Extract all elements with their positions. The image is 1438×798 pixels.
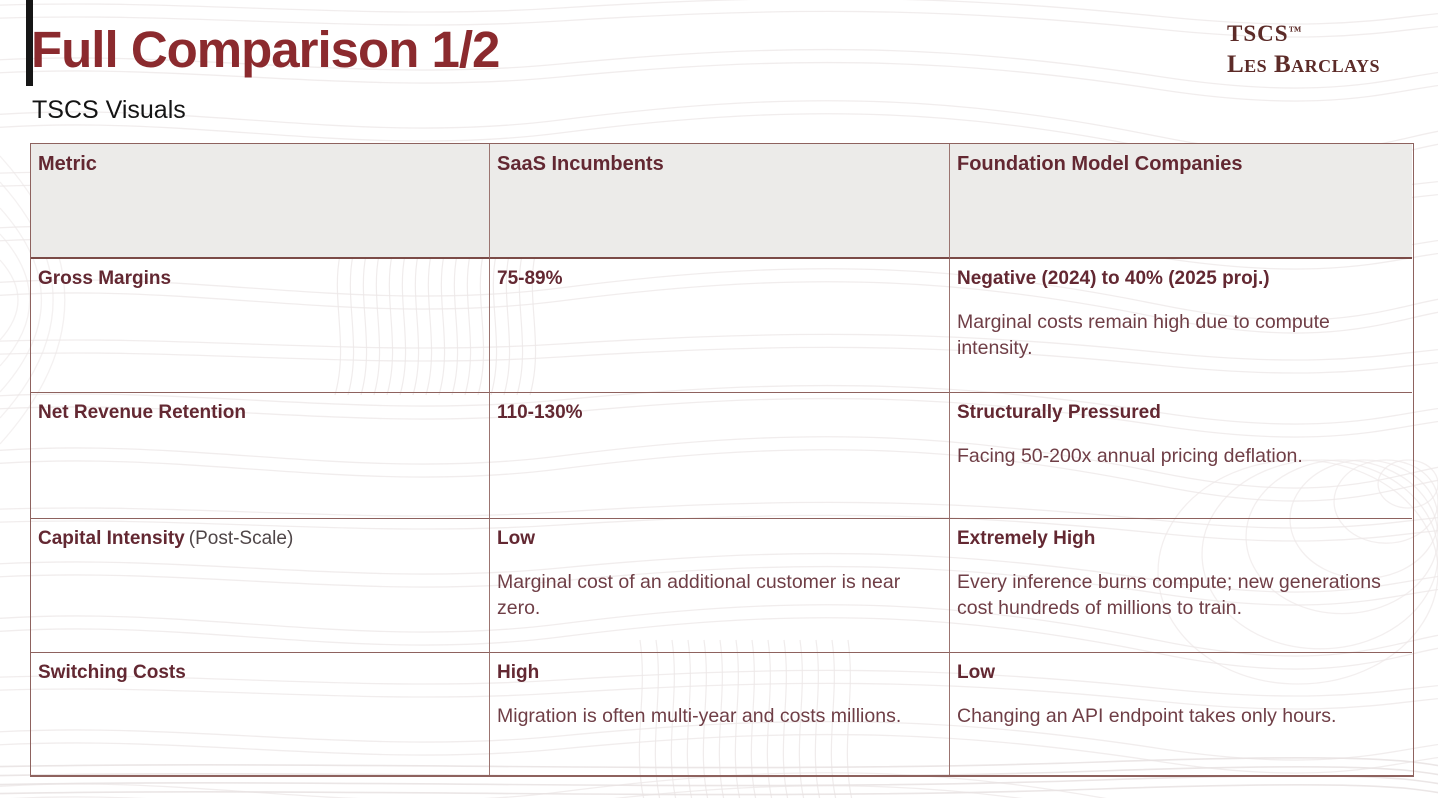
cell-detail: Marginal costs remain high due to comput… xyxy=(957,311,1330,359)
saas-cell: Low Marginal cost of an additional custo… xyxy=(490,519,950,653)
foundation-model-cell: Negative (2024) to 40% (2025 proj.) Marg… xyxy=(950,259,1412,393)
column-header-foundation-model-companies: Foundation Model Companies xyxy=(950,144,1412,259)
column-header-metric: Metric xyxy=(31,144,490,259)
cell-headline: Low xyxy=(497,528,535,549)
logo-brand-line: TSCS™ xyxy=(1227,20,1380,49)
page-subtitle: TSCS Visuals xyxy=(32,96,186,124)
metric-cell: Gross Margins xyxy=(31,259,490,393)
cell-headline: Negative (2024) to 40% (2025 proj.) xyxy=(957,268,1270,289)
logo-brand-text: TSCS xyxy=(1227,21,1289,46)
cell-detail: Facing 50-200x annual pricing deflation. xyxy=(957,445,1303,467)
saas-cell: 110-130% xyxy=(490,393,950,519)
cell-detail: Changing an API endpoint takes only hour… xyxy=(957,705,1337,727)
saas-cell: High Migration is often multi-year and c… xyxy=(490,653,950,775)
metric-label: Net Revenue Retention xyxy=(38,402,246,423)
cell-detail: Migration is often multi-year and costs … xyxy=(497,705,902,727)
cell-headline: 75-89% xyxy=(497,268,563,289)
foundation-model-cell: Low Changing an API endpoint takes only … xyxy=(950,653,1412,775)
saas-cell: 75-89% xyxy=(490,259,950,393)
foundation-model-cell: Extremely High Every inference burns com… xyxy=(950,519,1412,653)
metric-label: Switching Costs xyxy=(38,662,186,683)
foundation-model-cell: Structurally Pressured Facing 50-200x an… xyxy=(950,393,1412,519)
cell-headline: Extremely High xyxy=(957,528,1096,549)
decorative-accent-bar xyxy=(26,0,33,86)
cell-headline: Structurally Pressured xyxy=(957,402,1161,423)
company-logo: TSCS™ Les Barclays xyxy=(1227,20,1380,80)
cell-detail: Every inference burns compute; new gener… xyxy=(957,571,1381,619)
logo-subbrand-text: Les Barclays xyxy=(1227,50,1380,78)
metric-cell: Net Revenue Retention xyxy=(31,393,490,519)
metric-cell: Switching Costs xyxy=(31,653,490,775)
metric-cell: Capital Intensity (Post-Scale) xyxy=(31,519,490,653)
trademark-symbol: ™ xyxy=(1288,23,1302,38)
metric-label: Gross Margins xyxy=(38,268,172,289)
cell-headline: High xyxy=(497,662,540,683)
cell-detail: Marginal cost of an additional customer … xyxy=(497,571,901,619)
column-header-saas-incumbents: SaaS Incumbents xyxy=(490,144,950,259)
cell-headline: 110-130% xyxy=(497,402,583,423)
page-title: Full Comparison 1/2 xyxy=(31,21,500,78)
cell-headline: Low xyxy=(957,662,995,683)
comparison-table: Metric SaaS Incumbents Foundation Model … xyxy=(30,143,1414,777)
metric-note: (Post-Scale) xyxy=(188,528,294,549)
metric-label: Capital Intensity xyxy=(38,528,185,549)
